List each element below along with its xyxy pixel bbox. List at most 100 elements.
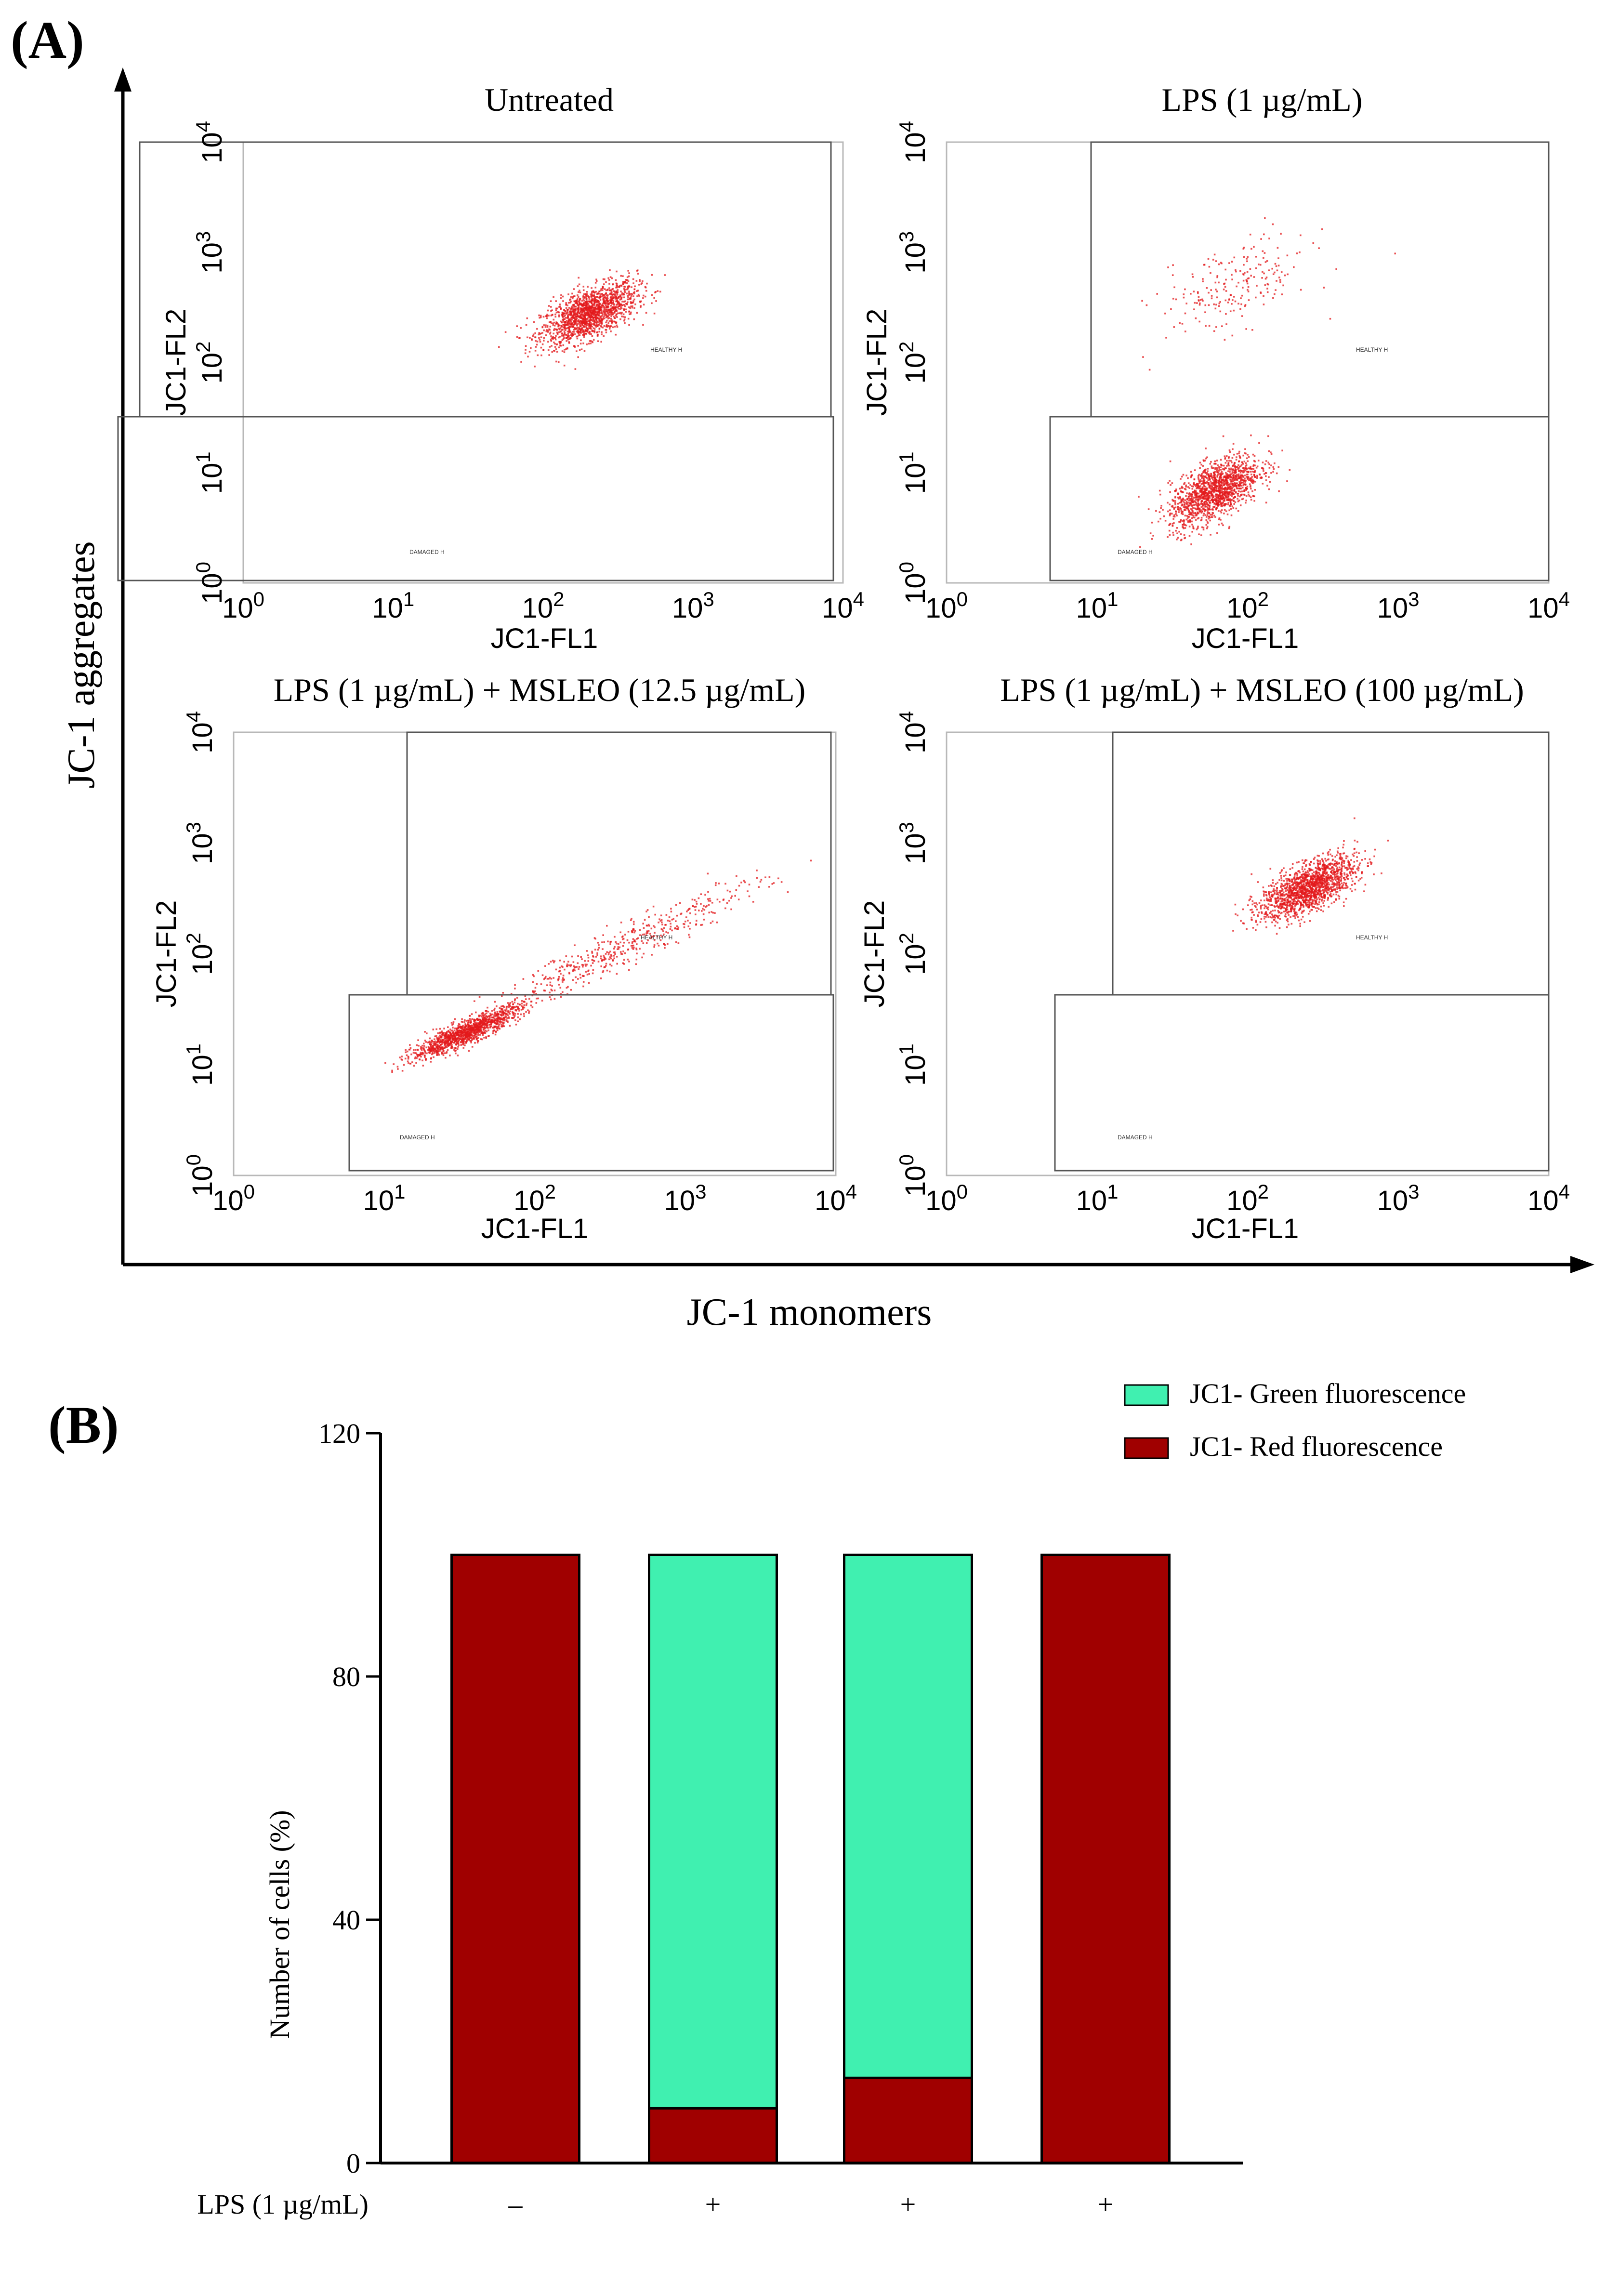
- flow-dot: [1195, 499, 1197, 501]
- flow-dot: [589, 311, 592, 314]
- flow-dot: [415, 1052, 417, 1055]
- flow-dot: [1206, 501, 1208, 504]
- flow-dot: [480, 1020, 482, 1022]
- flow-dot: [474, 1029, 476, 1030]
- flow-dot: [1233, 453, 1235, 456]
- flow-dot: [1179, 322, 1181, 324]
- flow-dot: [1209, 501, 1211, 503]
- flow-dot: [631, 930, 633, 932]
- flow-dot: [414, 1056, 417, 1058]
- flow-dot: [596, 325, 599, 327]
- flow-dot: [1200, 494, 1202, 496]
- flow-dot: [450, 1047, 452, 1049]
- flow-dot: [1185, 475, 1187, 476]
- flow-dot: [457, 1025, 460, 1027]
- flow-dot: [1169, 460, 1172, 462]
- flow-dot: [592, 298, 595, 300]
- flow-dot: [1230, 489, 1232, 492]
- flow-dot: [1182, 511, 1184, 513]
- flow-dot: [585, 326, 587, 328]
- flow-dot: [508, 1016, 510, 1018]
- flow-dot: [613, 316, 615, 317]
- flow-dot: [452, 1035, 454, 1037]
- flow-dot: [536, 343, 538, 346]
- flow-dot: [500, 1016, 502, 1019]
- flow-dot: [571, 310, 574, 312]
- flow-dot: [497, 1016, 499, 1018]
- flow-dot: [590, 333, 592, 335]
- flow-dot: [454, 1027, 456, 1029]
- flow-dot: [1236, 466, 1238, 468]
- flow-dot: [1184, 515, 1186, 517]
- flow-dot: [1203, 480, 1205, 482]
- flow-dot: [1198, 509, 1200, 511]
- flow-dot: [660, 928, 663, 930]
- flow-dot: [543, 329, 545, 331]
- flow-dot: [1241, 294, 1243, 297]
- flow-dot: [1249, 234, 1251, 236]
- flow-dot: [421, 1059, 423, 1062]
- flow-dot: [607, 277, 609, 279]
- flow-dot: [574, 300, 576, 303]
- flow-dot: [1198, 480, 1200, 482]
- flow-dot: [434, 1042, 436, 1044]
- flow-dot: [1267, 435, 1269, 437]
- flow-dot: [1244, 475, 1246, 476]
- flow-dot: [711, 902, 713, 904]
- flow-dot: [675, 920, 677, 922]
- flow-dot: [1175, 488, 1177, 490]
- flow-dot: [1138, 496, 1140, 498]
- flow-dot: [609, 297, 612, 299]
- flow-dot: [1231, 479, 1233, 481]
- flow-dot: [642, 942, 645, 944]
- flow-dot: [1203, 485, 1205, 487]
- flow-dot: [601, 312, 603, 314]
- flow-dot: [594, 314, 596, 316]
- flow-dot: [584, 322, 586, 324]
- flow-dot: [1278, 277, 1280, 278]
- flow-dot: [549, 332, 551, 335]
- flow-dot: [1195, 494, 1197, 496]
- flow-dot: [490, 1020, 492, 1023]
- flow-dot: [585, 318, 587, 320]
- flow-dot: [1245, 462, 1247, 464]
- flow-dot: [1203, 502, 1205, 504]
- flow-dot: [566, 321, 569, 323]
- flow-dot: [1237, 495, 1239, 497]
- flow-dot: [623, 308, 625, 310]
- flow-dot: [623, 941, 625, 944]
- flow-dot: [1212, 467, 1215, 469]
- flow-dot: [1198, 296, 1200, 298]
- flow-dot: [1213, 330, 1215, 332]
- flow-dot: [1203, 504, 1205, 506]
- flow-dot: [1260, 292, 1262, 294]
- flow-dot: [499, 1018, 500, 1020]
- flow-dot: [737, 898, 740, 900]
- flow-dot: [435, 1042, 438, 1044]
- flow-dot: [1193, 492, 1196, 495]
- flow-dot: [595, 299, 597, 301]
- flow-dot: [1207, 511, 1209, 513]
- flow-dot: [485, 1029, 487, 1031]
- flow-dot: [582, 342, 584, 344]
- flow-dot: [707, 872, 709, 875]
- flow-dot: [455, 1038, 458, 1040]
- flow-dot: [485, 1024, 487, 1027]
- flow-dot: [1223, 493, 1225, 496]
- flow-dot: [478, 1016, 480, 1017]
- flow-dot: [566, 324, 568, 326]
- flow-dot: [548, 354, 550, 356]
- flow-dot: [1205, 468, 1207, 471]
- flow-dot: [1169, 515, 1171, 516]
- flow-dot: [1226, 475, 1228, 477]
- flow-dot: [1250, 275, 1252, 277]
- flow-dot: [1225, 503, 1227, 505]
- flow-dot: [1208, 473, 1210, 475]
- flow-dot: [506, 1017, 508, 1019]
- flow-dot: [433, 1050, 435, 1052]
- flow-dot: [550, 306, 552, 308]
- flow-dot: [532, 335, 534, 337]
- flow-dot: [419, 1053, 421, 1055]
- flow-dot: [440, 1031, 443, 1033]
- flow-dot: [421, 1049, 423, 1051]
